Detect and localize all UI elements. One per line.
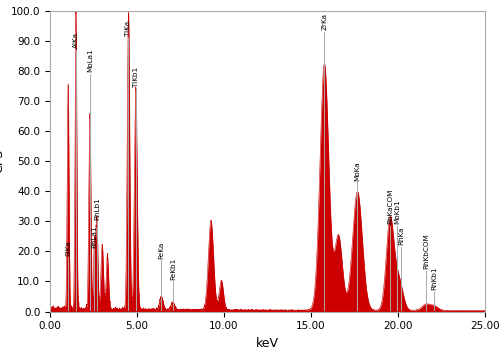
Text: TiKb1: TiKb1 (133, 67, 139, 87)
X-axis label: keV: keV (256, 337, 279, 350)
Text: FeKb1: FeKb1 (170, 258, 176, 280)
Text: TiKa: TiKa (126, 21, 132, 36)
Text: MoLa1: MoLa1 (87, 49, 93, 72)
Y-axis label: CPS: CPS (0, 149, 5, 173)
Text: RhKb1: RhKb1 (431, 267, 437, 290)
Text: ZrKa: ZrKa (322, 13, 328, 30)
Text: FeKa: FeKa (158, 242, 164, 259)
Text: AlKa: AlKa (73, 32, 79, 48)
Text: MoKa: MoKa (354, 161, 360, 181)
Text: RhKa: RhKa (398, 227, 404, 245)
Text: RhLa1: RhLa1 (92, 226, 98, 249)
Text: MoKb1: MoKb1 (394, 200, 400, 224)
Text: RhLb1: RhLb1 (94, 197, 100, 220)
Text: RhKbCOM: RhKbCOM (423, 234, 429, 269)
Text: RhKaCOM: RhKaCOM (387, 189, 393, 224)
Text: SiKa: SiKa (65, 240, 71, 256)
